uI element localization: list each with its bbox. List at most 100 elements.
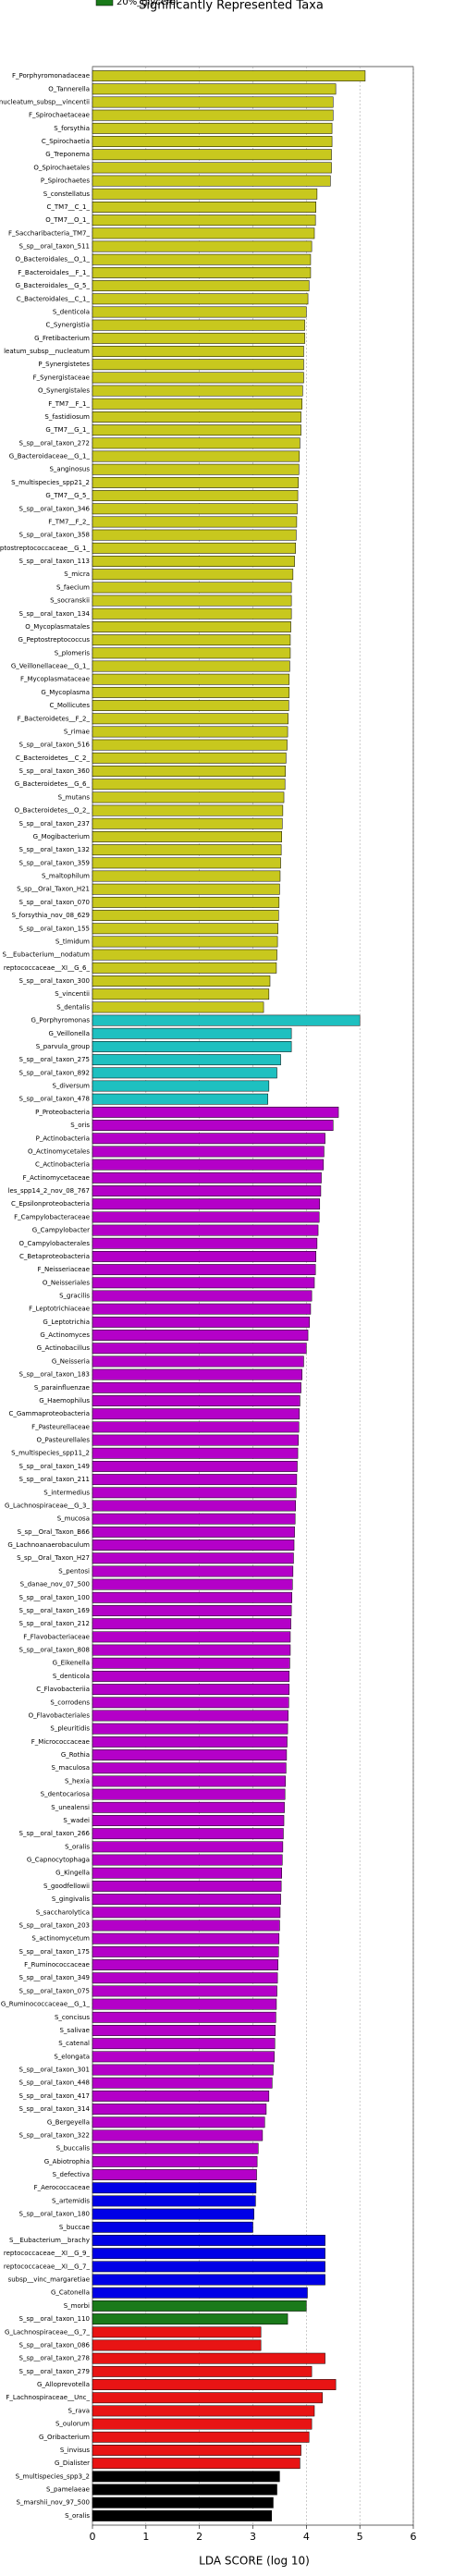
bar — [92, 975, 271, 987]
y-tick-label: G_Neisseria — [52, 1357, 90, 1365]
bar — [92, 660, 290, 672]
bar — [92, 2077, 273, 2089]
y-tick-label: leatum_subsp__nucleatum — [4, 348, 90, 355]
y-tick-label: S_maculosa — [51, 1764, 90, 1772]
bar — [92, 70, 366, 82]
bar — [92, 556, 295, 567]
y-tick-label: S_oralis — [65, 2512, 90, 2520]
y-tick-label: S_invisus — [60, 2447, 90, 2454]
y-tick-label: G_TM7__G_5_ — [45, 492, 90, 499]
y-tick-label: C_Bacteroidetes__C_2_ — [16, 754, 91, 762]
y-tick-label: O_Bacteroidales__O_1_ — [15, 256, 90, 264]
bar — [92, 188, 318, 200]
y-tick-label: G_Lachnospiraceae__G_7_ — [5, 2328, 90, 2336]
bar — [92, 2509, 272, 2521]
y-tick-label: G_Bergeyella — [47, 2118, 90, 2126]
bar — [92, 1736, 288, 1748]
bar — [92, 621, 291, 632]
bar — [92, 1539, 295, 1551]
bar — [92, 1920, 280, 1932]
x-tick-label: 5 — [357, 2531, 363, 2543]
y-tick-label: G_Veillonellaceae__G_1_ — [11, 663, 91, 670]
bar — [92, 437, 300, 449]
y-tick-label: S_sp__oral_taxon_211 — [19, 1476, 90, 1483]
y-tick-label: S_sp__oral_taxon_448 — [19, 2079, 90, 2087]
y-tick-label: C_Betaproteobacteria — [19, 1253, 90, 1260]
y-tick-label: S_denticola — [53, 308, 90, 315]
y-tick-label: S_denticola — [53, 1673, 90, 1680]
y-tick-label: S_defectiva — [53, 2171, 90, 2178]
bar — [92, 372, 304, 384]
bar — [92, 1251, 316, 1262]
bar — [92, 2365, 313, 2377]
y-tick-label: S_sp__oral_taxon_169 — [19, 1607, 90, 1614]
y-tick-label: S_maltophilum — [42, 873, 90, 880]
y-tick-label: S_parvula_group — [36, 1043, 91, 1050]
x-tick-label: 3 — [250, 2531, 256, 2543]
bar — [92, 1644, 291, 1656]
bar — [92, 1434, 299, 1446]
y-tick-label: O_Tannerella — [48, 85, 90, 92]
y-tick-label: C_Actinobacteria — [35, 1161, 90, 1169]
bar — [92, 949, 277, 961]
bar — [92, 1710, 288, 1722]
bar — [92, 2025, 276, 2036]
y-tick-label: S_sp__Oral_Taxon_B66 — [18, 1528, 91, 1536]
bar — [92, 2300, 307, 2312]
y-tick-label: F_Bacteroidales__F_1_ — [18, 269, 90, 276]
bar — [92, 1133, 325, 1145]
bar — [92, 1343, 307, 1355]
bar — [92, 1093, 268, 1105]
legend-swatch — [95, 0, 114, 6]
bar — [92, 1526, 295, 1538]
y-tick-label: F_TM7__F_1_ — [48, 400, 90, 408]
bar — [92, 385, 303, 397]
y-tick-label: S_sp__oral_taxon_149 — [19, 1463, 90, 1470]
bar — [92, 1120, 334, 1131]
y-tick-label: S_sp__oral_taxon_808 — [19, 1647, 90, 1654]
bar — [92, 175, 331, 187]
bar — [92, 1395, 300, 1406]
bar — [92, 779, 286, 791]
bar — [92, 1461, 298, 1472]
y-tick-label: S_sp__oral_taxon_359 — [19, 859, 90, 866]
bar — [92, 647, 291, 659]
bar — [92, 2392, 323, 2404]
y-tick-label: S_diversum — [52, 1083, 90, 1090]
y-tick-label: S_gingivalis — [52, 1895, 90, 1903]
bar — [92, 1447, 299, 1459]
bar — [92, 1932, 280, 1944]
y-tick-label: S_sp__oral_taxon_358 — [19, 532, 90, 539]
y-tick-label: O_TM7__O_1_ — [45, 216, 90, 224]
y-tick-label: O_Actinomycetales — [28, 1147, 90, 1155]
bar — [92, 2274, 325, 2286]
bar — [92, 1552, 294, 1564]
bar — [92, 2496, 274, 2509]
y-tick-label: S_buccae — [59, 2224, 90, 2231]
y-tick-label: S_sp__oral_taxon_212 — [19, 1620, 90, 1627]
bar — [92, 266, 312, 278]
bar — [92, 910, 279, 921]
x-tick-label: 1 — [142, 2531, 149, 2543]
bar — [92, 319, 305, 331]
y-tick-label: S_wadei — [63, 1817, 90, 1824]
bar — [92, 2287, 308, 2299]
y-tick-label: S_sp__oral_taxon_183 — [19, 1371, 90, 1379]
x-tick-label: 2 — [196, 2531, 202, 2543]
bar — [92, 1854, 283, 1866]
bar — [92, 752, 287, 764]
bar — [92, 83, 337, 95]
y-tick-label: O_Synergistales — [38, 387, 90, 395]
bar — [92, 162, 332, 174]
bar — [92, 1697, 289, 1709]
y-tick-label: S_artemidis — [52, 2197, 90, 2204]
y-tick-label: G_Ruminococcaceae__G_1_ — [1, 2001, 91, 2008]
bar — [92, 791, 285, 803]
y-tick-label: S_sp__oral_taxon_075 — [19, 1987, 90, 1994]
bar — [92, 1290, 313, 1302]
bar — [92, 713, 288, 725]
bar — [92, 1631, 291, 1643]
y-tick-label: S_sp__oral_taxon_180 — [19, 2211, 90, 2218]
y-tick-label: S_sp__oral_taxon_070 — [19, 899, 90, 906]
bar — [92, 1330, 309, 1341]
